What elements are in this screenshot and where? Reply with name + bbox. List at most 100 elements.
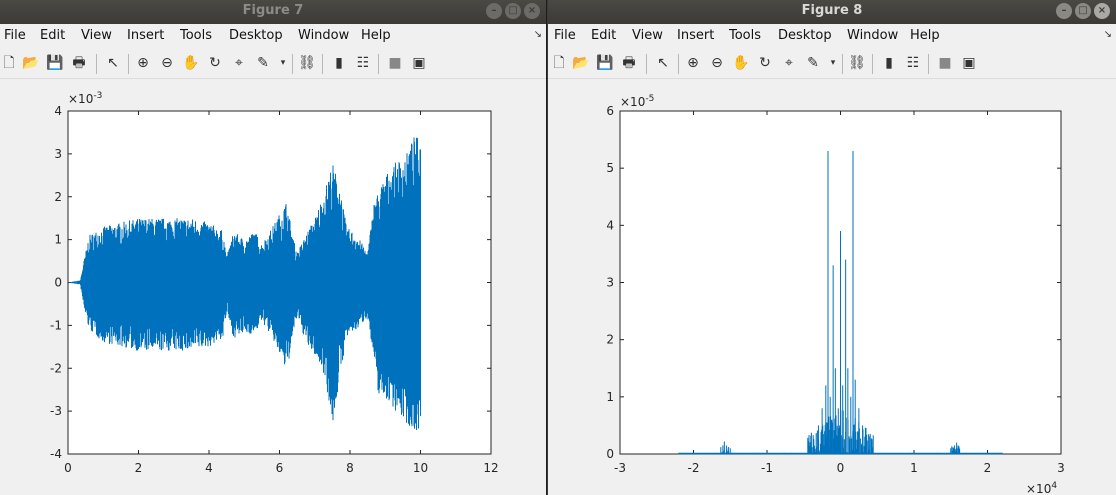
rotate-3d-icon[interactable]: ↻	[759, 55, 771, 71]
data-cursor-icon[interactable]: ⌖	[785, 55, 793, 71]
toolbar-separator	[646, 54, 647, 74]
menu-file[interactable]: File	[4, 28, 26, 43]
y-tick-label: 5	[606, 161, 614, 175]
spectrum-plot[interactable]: -3 -2 -1 0 1 2 3 6 5 4 3 2 1 0 ×10-5 ×104	[548, 79, 1116, 495]
toolbar-separator	[928, 54, 929, 74]
maximize-button[interactable]: □	[1075, 3, 1091, 19]
new-figure-icon[interactable]: 🗋	[553, 55, 565, 71]
brush-dropdown-icon[interactable]: ▾	[280, 58, 286, 68]
pointer-icon[interactable]: ↖	[107, 55, 119, 71]
title-bar[interactable]: Figure 8 – □ ×	[548, 0, 1116, 24]
menu-edit[interactable]: Edit	[40, 28, 66, 43]
x-tick-label: 6	[276, 461, 284, 475]
dock-arrow-icon[interactable]: ↘	[533, 29, 542, 40]
colorbar-icon[interactable]: ▮	[335, 55, 343, 71]
brush-dropdown-icon[interactable]: ▾	[830, 58, 836, 68]
minimize-button[interactable]: –	[1056, 3, 1072, 19]
y-tick-label: 3	[606, 276, 614, 290]
link-plot-icon[interactable]: ⛓	[848, 55, 866, 71]
show-plot-tools-icon[interactable]: ▣	[962, 55, 976, 71]
close-button[interactable]: ×	[524, 3, 540, 19]
menu-desktop[interactable]: Desktop	[229, 28, 283, 43]
window-title: Figure 7	[242, 3, 304, 18]
menu-view[interactable]: View	[632, 28, 663, 43]
save-icon[interactable]: 💾	[46, 55, 64, 71]
toolbar-separator	[842, 54, 843, 74]
x-tick-label: 10	[413, 461, 428, 475]
signal-line	[68, 137, 421, 430]
new-figure-icon[interactable]: 🗋	[3, 55, 15, 71]
rotate-3d-icon[interactable]: ↻	[209, 55, 221, 71]
toolbar: 🗋 📂 💾 🖶 ↖ ⊕ ⊖ ✋ ↻ ⌖ ✎ ▾ ⛓ ▮ ☷ ■ ▣	[0, 48, 546, 79]
menu-tools[interactable]: Tools	[729, 28, 762, 43]
y-tick-label: 4	[606, 218, 614, 232]
link-plot-icon[interactable]: ⛓	[298, 55, 316, 71]
x-tick-label: 8	[346, 461, 354, 475]
menu-help[interactable]: Help	[910, 28, 940, 43]
menu-view[interactable]: View	[81, 28, 112, 43]
menu-desktop[interactable]: Desktop	[778, 28, 832, 43]
zoom-in-icon[interactable]: ⊕	[687, 55, 699, 71]
x-tick-label: 0	[64, 461, 72, 475]
menu-insert[interactable]: Insert	[677, 28, 715, 43]
menu-window[interactable]: Window	[847, 28, 899, 43]
menu-tools[interactable]: Tools	[180, 28, 213, 43]
show-plot-tools-icon[interactable]: ▣	[412, 55, 426, 71]
legend-icon[interactable]: ☷	[906, 55, 920, 71]
y-tick-label: 0	[606, 447, 614, 461]
minimize-button[interactable]: –	[486, 3, 502, 19]
x-tick-label: -1	[761, 461, 773, 475]
toolbar-separator	[322, 54, 323, 74]
print-icon[interactable]: 🖶	[72, 55, 86, 71]
spectrum-peaks	[678, 151, 1003, 455]
data-cursor-icon[interactable]: ⌖	[235, 55, 243, 71]
y-exponent-label: ×10-5	[620, 94, 654, 109]
x-tick-label: 2	[984, 461, 992, 475]
legend-icon[interactable]: ☷	[356, 55, 370, 71]
toolbar-separator	[378, 54, 379, 74]
title-bar[interactable]: Figure 7 – □ ×	[0, 0, 546, 24]
figure-canvas: 0 2 4 6 8 10 12 4 3 2 1 0 -1 -2 -3 -4 ×10-3	[0, 79, 546, 495]
open-file-icon[interactable]: 📂	[572, 55, 590, 71]
menu-help[interactable]: Help	[361, 28, 391, 43]
open-file-icon[interactable]: 📂	[22, 55, 40, 71]
maximize-button[interactable]: □	[505, 3, 521, 19]
zoom-in-icon[interactable]: ⊕	[137, 55, 149, 71]
pan-icon[interactable]: ✋	[182, 55, 200, 71]
y-tick-label: 1	[54, 233, 62, 247]
y-tick-label: -4	[50, 447, 62, 461]
save-icon[interactable]: 💾	[596, 55, 614, 71]
menu-insert[interactable]: Insert	[127, 28, 165, 43]
figure-8-window: Figure 8 – □ × File Edit View Insert Too…	[548, 0, 1116, 495]
print-icon[interactable]: 🖶	[622, 55, 636, 71]
brush-icon[interactable]: ✎	[807, 55, 819, 71]
y-tick-label: 2	[54, 190, 62, 204]
close-button[interactable]: ×	[1094, 3, 1110, 19]
menu-bar: File Edit View Insert Tools Desktop Wind…	[548, 24, 1116, 48]
y-tick-label: 0	[54, 276, 62, 290]
toolbar-separator	[872, 54, 873, 74]
x-exponent-label: ×104	[1026, 481, 1057, 495]
zoom-out-icon[interactable]: ⊖	[711, 55, 723, 71]
y-tick-label: 6	[606, 104, 614, 118]
hide-plot-tools-icon[interactable]: ■	[388, 55, 402, 71]
menu-file[interactable]: File	[554, 28, 576, 43]
menu-window[interactable]: Window	[298, 28, 350, 43]
pan-icon[interactable]: ✋	[732, 55, 750, 71]
x-tick-label: 1	[910, 461, 918, 475]
hide-plot-tools-icon[interactable]: ■	[938, 55, 952, 71]
toolbar-separator	[292, 54, 293, 74]
zoom-out-icon[interactable]: ⊖	[161, 55, 173, 71]
toolbar-separator	[128, 54, 129, 74]
x-tick-label: 0	[837, 461, 845, 475]
y-tick-label: 3	[54, 147, 62, 161]
toolbar-separator	[678, 54, 679, 74]
brush-icon[interactable]: ✎	[257, 55, 269, 71]
colorbar-icon[interactable]: ▮	[885, 55, 893, 71]
pointer-icon[interactable]: ↖	[657, 55, 669, 71]
menu-edit[interactable]: Edit	[591, 28, 617, 43]
y-tick-label: -3	[50, 404, 62, 418]
y-tick-label: -1	[50, 318, 62, 332]
dock-arrow-icon[interactable]: ↘	[1103, 29, 1112, 40]
